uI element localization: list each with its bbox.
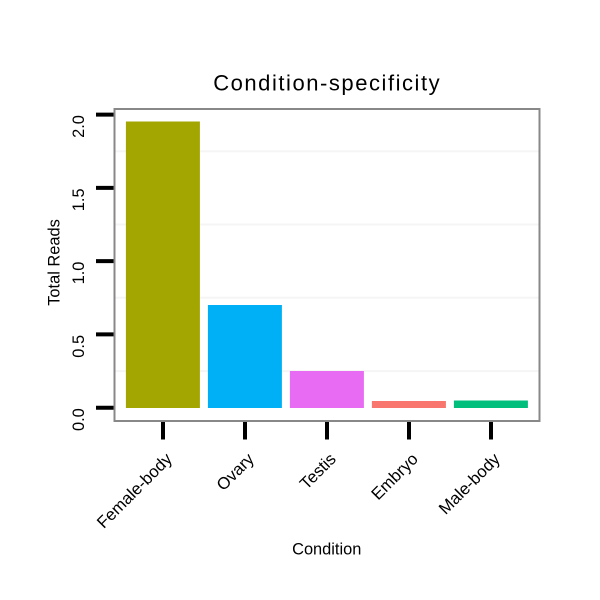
svg-text:Condition: Condition: [292, 541, 361, 559]
svg-text:0.0: 0.0: [70, 408, 88, 431]
svg-text:1.0: 1.0: [70, 262, 88, 285]
svg-text:0.5: 0.5: [70, 335, 88, 358]
svg-text:1.5: 1.5: [70, 188, 88, 211]
svg-text:2.0: 2.0: [70, 115, 88, 138]
svg-text:Total Reads: Total Reads: [46, 219, 64, 306]
svg-text:Condition-specificity: Condition-specificity: [213, 70, 441, 95]
